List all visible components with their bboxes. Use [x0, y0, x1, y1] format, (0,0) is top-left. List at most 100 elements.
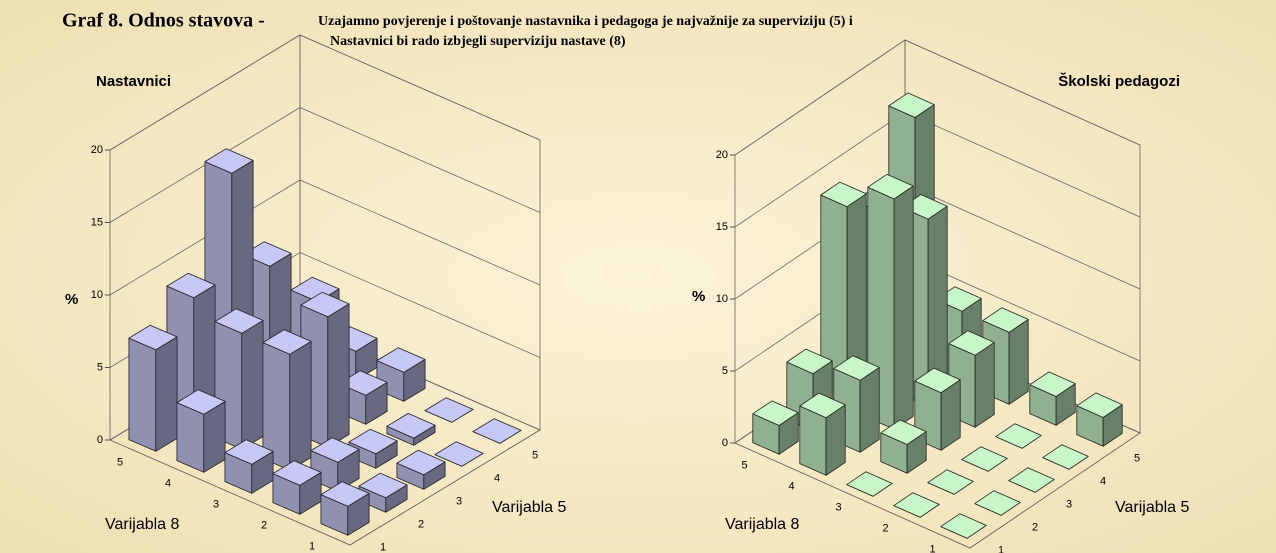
bar	[262, 329, 312, 471]
bar-top	[880, 419, 927, 445]
bar-side	[1008, 318, 1029, 405]
bar	[386, 412, 436, 446]
z-axis-label: %	[65, 291, 78, 308]
bar-top	[128, 324, 178, 351]
bar-top	[820, 181, 867, 208]
z-tick-label: 0	[722, 437, 728, 449]
bar-side	[327, 303, 350, 448]
y-tick-label: 5	[741, 459, 747, 471]
bar	[846, 471, 893, 497]
bar-side	[289, 340, 312, 471]
bar-side	[859, 366, 880, 453]
bar	[338, 370, 388, 425]
bar	[320, 481, 370, 536]
bar	[1076, 392, 1123, 447]
bar-top	[310, 437, 360, 463]
bar	[880, 419, 927, 474]
bar	[310, 437, 360, 492]
bar-top	[300, 291, 350, 318]
x-tick-label: 1	[380, 541, 386, 553]
bar	[974, 490, 1021, 516]
bar-top	[272, 460, 322, 486]
chart-title: Nastavnici	[96, 73, 171, 90]
page-subtitle: Nastavnici bi rado izbjegli superviziju …	[330, 34, 626, 49]
bar	[867, 173, 914, 430]
bar-top	[888, 92, 935, 118]
bar-top	[982, 307, 1029, 333]
y-tick-label: 5	[117, 456, 123, 468]
bar	[1029, 371, 1076, 426]
bar-top	[176, 389, 226, 415]
bar-top	[833, 355, 880, 381]
bar-top	[1008, 467, 1055, 493]
x-tick-label: 4	[1100, 475, 1106, 487]
bar-top	[320, 481, 370, 507]
x-tick-label: 3	[456, 495, 462, 507]
x-tick-label: 2	[418, 518, 424, 530]
bar-side	[974, 341, 995, 428]
bar-top	[1076, 392, 1123, 418]
bar	[948, 330, 995, 428]
z-tick-label: 20	[716, 149, 728, 161]
z-tick-label: 5	[97, 361, 103, 373]
y-tick-label: 1	[929, 543, 935, 553]
z-axis-label: %	[692, 288, 705, 305]
bar-top	[204, 148, 254, 174]
bar	[893, 492, 940, 518]
x-tick-label: 4	[494, 472, 500, 484]
x-tick-label: 5	[532, 449, 538, 461]
bar-top	[799, 392, 846, 419]
grid-line	[109, 34, 541, 151]
bar-top	[386, 412, 436, 439]
bar-top	[1029, 371, 1076, 397]
bar	[799, 392, 846, 476]
bar-top	[927, 469, 974, 495]
bar-top	[348, 428, 398, 455]
x-tick-label: 2	[1032, 521, 1038, 533]
bar-top	[846, 471, 893, 497]
bar-top	[224, 439, 274, 465]
bar-top	[914, 367, 961, 394]
bar-top	[752, 400, 799, 426]
bar	[272, 460, 322, 515]
y-tick-label: 2	[261, 519, 267, 531]
bar-side	[799, 405, 827, 476]
page-subtitle: Uzajamno povjerenje i poštovanje nastavn…	[318, 14, 853, 29]
bar	[128, 324, 178, 452]
bar-top	[424, 397, 474, 423]
z-tick-label: 10	[716, 293, 728, 305]
bar	[1008, 467, 1055, 493]
bar	[820, 181, 867, 409]
bar-top	[472, 418, 522, 444]
x-tick-label: 1	[998, 544, 1004, 553]
bar	[961, 446, 1008, 472]
x-tick-label: 3	[1066, 498, 1072, 510]
y-tick-label: 4	[788, 480, 794, 492]
bar-top	[1042, 444, 1089, 470]
y-tick-label: 4	[165, 477, 171, 489]
bar	[176, 389, 226, 473]
bar	[752, 400, 799, 455]
bar	[995, 423, 1042, 449]
bar	[434, 441, 484, 467]
bar	[927, 469, 974, 495]
grid-line	[109, 179, 541, 296]
bar-top	[166, 272, 216, 299]
bar-top	[974, 490, 1021, 516]
grid-line	[734, 39, 1141, 156]
bar-side	[893, 185, 914, 430]
bar-top	[262, 329, 312, 355]
x-tick-label: 5	[1134, 452, 1140, 464]
z-tick-label: 0	[97, 434, 103, 446]
grid-line	[109, 107, 541, 223]
x-axis-label: Varijabla 5	[1115, 499, 1190, 516]
z-tick-label: 20	[91, 144, 103, 156]
bar	[376, 347, 426, 402]
bar	[472, 418, 522, 444]
bar	[214, 308, 264, 450]
bar-side	[128, 337, 157, 452]
page-title: Graf 8. Odnos stavova -	[62, 10, 265, 32]
z-tick-label: 5	[722, 365, 728, 377]
z-tick-label: 15	[91, 216, 103, 228]
